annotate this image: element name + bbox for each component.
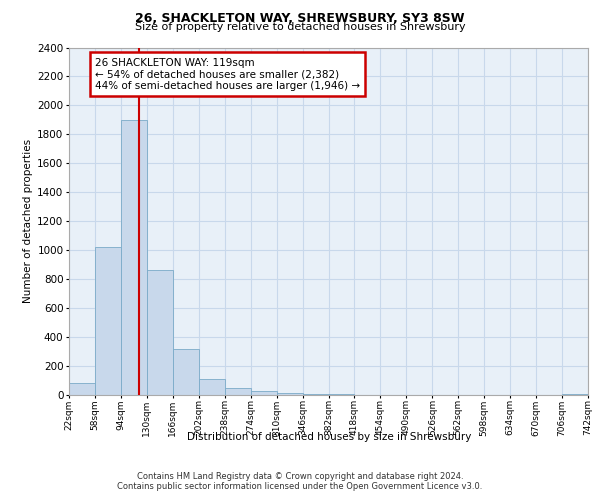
Text: 26, SHACKLETON WAY, SHREWSBURY, SY3 8SW: 26, SHACKLETON WAY, SHREWSBURY, SY3 8SW [135, 12, 465, 26]
Bar [329, 394, 355, 395]
Bar [199, 379, 224, 395]
Text: Size of property relative to detached houses in Shrewsbury: Size of property relative to detached ho… [134, 22, 466, 32]
Bar [224, 388, 251, 395]
Bar [69, 384, 95, 395]
Bar [95, 248, 121, 395]
Y-axis label: Number of detached properties: Number of detached properties [23, 139, 33, 304]
Bar [147, 270, 173, 395]
Bar [277, 393, 302, 395]
Text: Distribution of detached houses by size in Shrewsbury: Distribution of detached houses by size … [187, 432, 471, 442]
Bar [302, 394, 329, 395]
Text: Contains HM Land Registry data © Crown copyright and database right 2024.: Contains HM Land Registry data © Crown c… [137, 472, 463, 481]
Bar [121, 120, 147, 395]
Text: Contains public sector information licensed under the Open Government Licence v3: Contains public sector information licen… [118, 482, 482, 491]
Text: 26 SHACKLETON WAY: 119sqm
← 54% of detached houses are smaller (2,382)
44% of se: 26 SHACKLETON WAY: 119sqm ← 54% of detac… [95, 58, 360, 91]
Bar [251, 390, 277, 395]
Bar [173, 348, 199, 395]
Bar [562, 394, 588, 395]
